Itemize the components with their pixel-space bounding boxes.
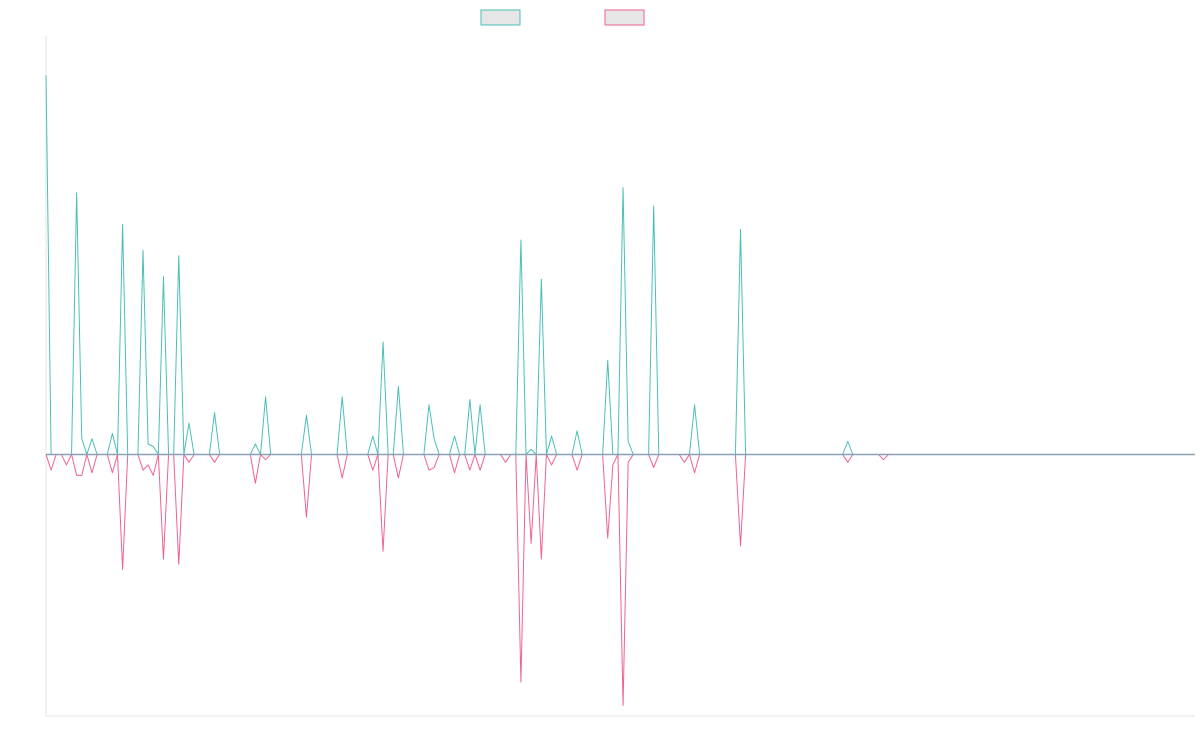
legend-swatch xyxy=(604,9,645,26)
series-line-1 xyxy=(45,75,1195,455)
legend-item-2[interactable] xyxy=(604,9,645,26)
legend-swatch xyxy=(480,9,521,26)
legend-item-1[interactable] xyxy=(480,9,521,26)
series-layer xyxy=(45,75,1195,707)
axes xyxy=(45,36,1195,717)
series-line-2 xyxy=(45,453,1195,707)
legend[interactable] xyxy=(480,9,645,26)
